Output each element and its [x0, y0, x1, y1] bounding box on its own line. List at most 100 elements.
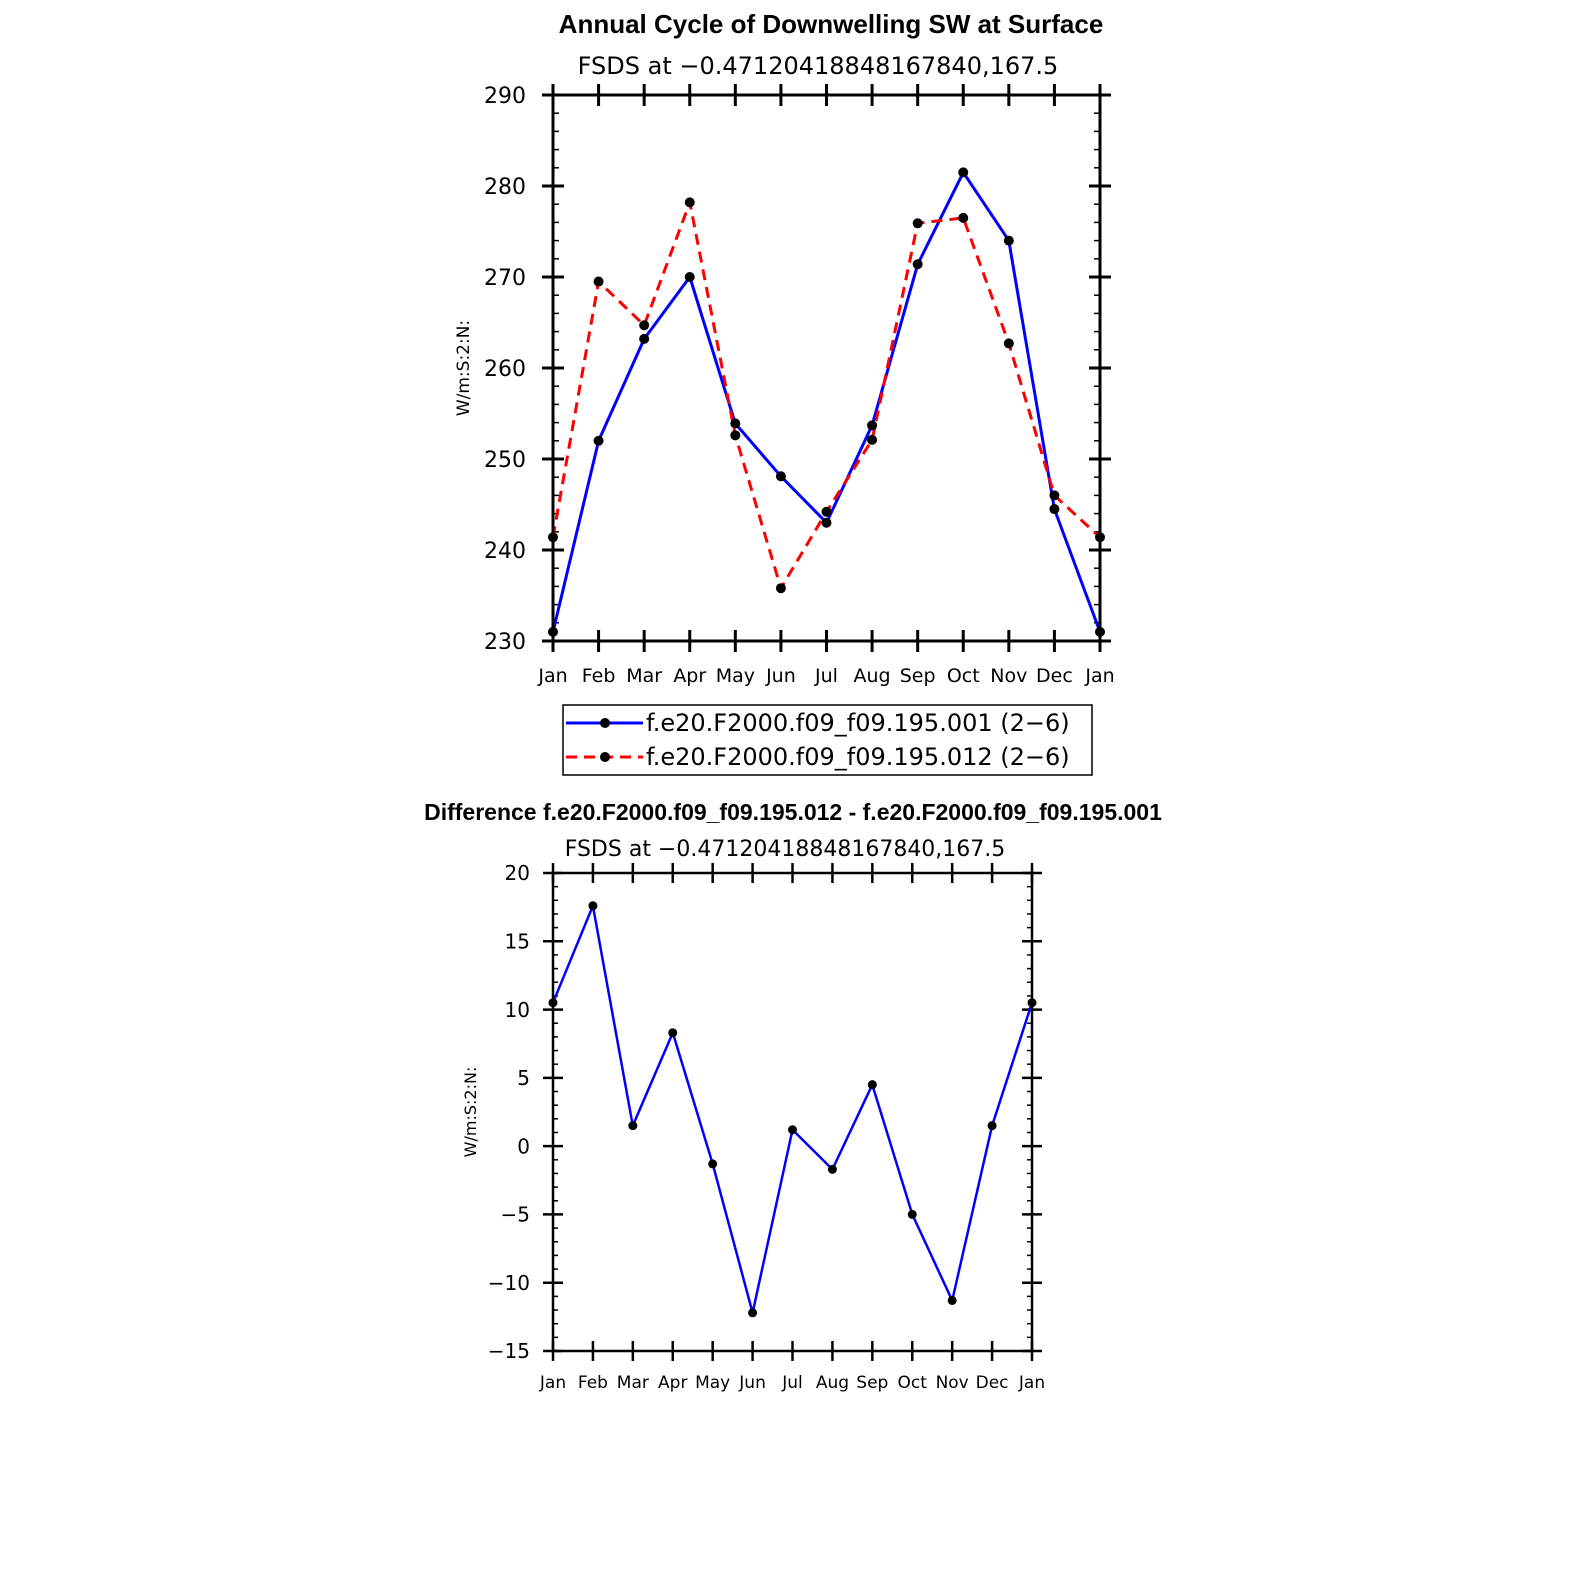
chart-annual-cycle: Annual Cycle of Downwelling SW at Surfac…	[454, 9, 1115, 776]
chart2-x-tick-label: Oct	[898, 1373, 928, 1393]
chart1-series-2-point	[730, 430, 741, 441]
chart1-x-tick-label: Jul	[814, 665, 838, 687]
chart2-series-1-point	[947, 1295, 957, 1305]
chart2-title: Difference f.e20.F2000.f09_f09.195.012 -…	[424, 799, 1162, 825]
chart1-x-tick-label: Apr	[673, 665, 706, 687]
chart1-subtitle: FSDS at −0.47120418848167840,167.5	[578, 52, 1059, 80]
chart2-series-1-point	[588, 901, 598, 911]
chart1-y-tick-label: 250	[484, 448, 526, 473]
chart2-x-tick-label: Feb	[578, 1373, 608, 1393]
chart1-x-tick-label: Jun	[765, 665, 796, 687]
chart2-y-tick-label: −5	[501, 1203, 530, 1227]
chart1-y-tick-label: 280	[484, 175, 526, 200]
legend-entry-series2: f.e20.F2000.f09_f09.195.012 (2−6)	[566, 743, 1070, 771]
chart1-series-2-point	[775, 583, 786, 594]
legend-label-series1: f.e20.F2000.f09_f09.195.001 (2−6)	[646, 709, 1070, 737]
chart1-x-tick-label: Jan	[1084, 665, 1114, 687]
chart1-series-1-point	[958, 167, 969, 178]
chart1-y-tick-label: 260	[484, 357, 526, 382]
chart2-x-tick-label: Nov	[936, 1373, 969, 1393]
chart1-x-tick-label: Feb	[582, 665, 616, 687]
chart1-series-1-point	[1003, 235, 1014, 246]
chart2-series-1-point	[867, 1080, 877, 1090]
chart2-y-axis-label: W/m:S:2:N:	[461, 1067, 480, 1158]
chart2-series	[548, 901, 1037, 1318]
chart1-x-tick-label: May	[716, 665, 755, 687]
legend-frame	[562, 704, 1093, 776]
chart1-x-tick-labels: Jan Feb Mar Apr May Jun Jul Aug Sep Oct Nov Dec Jan	[537, 665, 1114, 687]
chart1-y-tick-label: 230	[484, 630, 526, 655]
chart2-series-1-point	[708, 1159, 718, 1169]
chart1-series-1-point	[912, 259, 923, 270]
chart2-x-tick-label: Dec	[976, 1373, 1009, 1393]
chart1-y-axis-label: W/m:S:2:N:	[454, 320, 474, 416]
chart1-x-tick-label: Dec	[1036, 665, 1073, 687]
chart1-series-2-point	[639, 320, 650, 331]
chart1-series-1-point	[775, 471, 786, 482]
legend-label-series2: f.e20.F2000.f09_f09.195.012 (2−6)	[646, 743, 1070, 771]
chart1-plot-frame	[551, 93, 1102, 643]
chart-difference: Difference f.e20.F2000.f09_f09.195.012 -…	[424, 799, 1162, 1393]
chart1-series-1-point	[639, 333, 650, 344]
chart1-series-2-point	[684, 197, 695, 208]
chart1-series-1-point	[1049, 504, 1060, 515]
chart1-series-2-point	[1003, 338, 1014, 349]
chart2-x-tick-label: Jul	[781, 1373, 803, 1393]
chart1-series-1-line	[551, 170, 1102, 633]
chart1-series-2-point	[958, 212, 969, 223]
chart2-x-tick-label: Sep	[856, 1373, 888, 1393]
chart2-series-1-point	[788, 1125, 797, 1135]
chart2-x-tick-label: Mar	[617, 1373, 649, 1393]
chart1-x-tick-label: Aug	[854, 665, 891, 687]
chart1-y-tick-label: 270	[484, 266, 526, 291]
chart1-x-tick-label: Nov	[990, 665, 1027, 687]
chart2-y-tick-label: 0	[517, 1134, 530, 1158]
chart2-x-tick-labels: Jan Feb Mar Apr May Jun Jul Aug Sep Oct Nov Dec Jan	[539, 1373, 1045, 1393]
chart2-y-tick-label: −15	[488, 1339, 530, 1363]
chart1-series-2-line	[551, 200, 1102, 590]
chart2-x-tick-label: Apr	[658, 1373, 687, 1393]
legend-marker-series2	[600, 752, 610, 762]
chart1-series-2-point	[593, 276, 604, 287]
chart1-legend: f.e20.F2000.f09_f09.195.001 (2−6) f.e20.…	[562, 704, 1093, 776]
chart2-x-tick-label: Jun	[738, 1373, 766, 1393]
chart2-x-tick-label: Aug	[816, 1373, 849, 1393]
chart2-x-tick-label: Jan	[1018, 1373, 1045, 1393]
chart2-series-1-point	[628, 1121, 638, 1131]
chart1-series-1-point	[593, 435, 604, 446]
chart1-series-1-point	[684, 272, 695, 282]
chart2-subtitle: FSDS at −0.47120418848167840,167.5	[565, 837, 1006, 862]
chart2-y-tick-label: 20	[505, 861, 530, 885]
chart1-x-tick-label: Mar	[626, 665, 662, 687]
chart2-series-1-line	[551, 904, 1034, 1315]
chart1-series-2-point	[867, 434, 878, 445]
chart1-ticks	[542, 84, 1111, 652]
chart1-series-1-point	[867, 420, 878, 431]
chart2-y-tick-labels: −15 −10 −5 0 5 10 15 20	[488, 861, 530, 1363]
chart1-y-tick-label: 240	[484, 539, 526, 564]
chart1-y-tick-labels: 230 240 250 260 270 280 290	[484, 84, 526, 655]
legend-marker-series1	[600, 718, 610, 728]
chart1-x-tick-label: Jan	[537, 665, 567, 687]
chart2-series-1-point	[827, 1164, 837, 1174]
chart1-series-1-point	[730, 418, 741, 429]
chart1-series	[548, 167, 1105, 637]
chart2-series-1-point	[907, 1209, 917, 1219]
chart2-series-1-point	[748, 1308, 758, 1318]
chart1-series-2-point	[912, 218, 923, 229]
chart2-x-tick-label: Jan	[539, 1373, 566, 1393]
chart2-plot-frame	[551, 871, 1034, 1353]
chart1-series-2-point	[821, 506, 832, 517]
chart1-series-1-point	[821, 517, 832, 528]
chart1-y-tick-label: 290	[484, 84, 526, 109]
legend-entry-series1: f.e20.F2000.f09_f09.195.001 (2−6)	[566, 709, 1070, 737]
chart2-series-1-point	[668, 1028, 678, 1038]
chart2-ticks	[543, 863, 1042, 1361]
chart2-y-tick-label: 5	[517, 1066, 530, 1090]
chart2-y-tick-label: 15	[505, 929, 530, 953]
chart2-series-1-point	[987, 1121, 997, 1131]
chart2-x-tick-label: May	[695, 1373, 730, 1393]
chart1-title: Annual Cycle of Downwelling SW at Surfac…	[559, 9, 1104, 39]
chart1-series-2-point	[1049, 490, 1060, 501]
